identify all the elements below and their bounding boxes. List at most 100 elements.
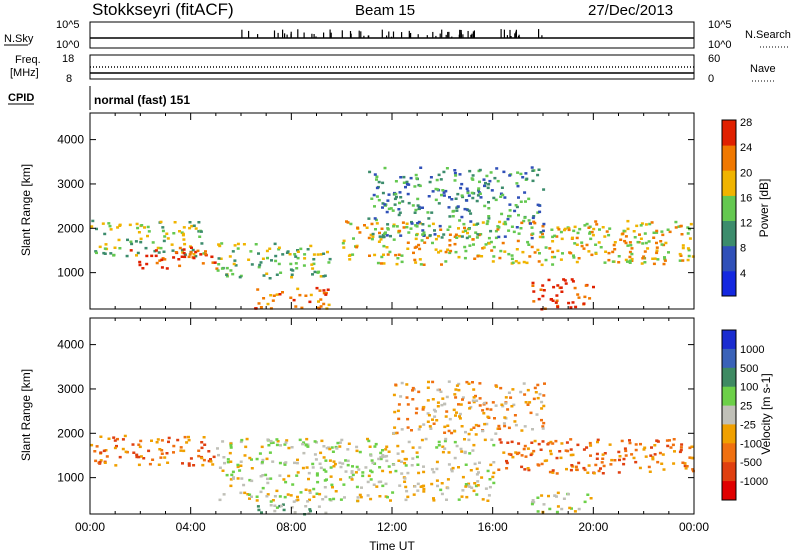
velocity-cell <box>339 498 343 501</box>
power-cell <box>178 230 181 233</box>
power-cell <box>588 230 592 234</box>
velocity-cell <box>489 463 493 467</box>
velocity-cell <box>322 445 326 448</box>
power-cell <box>190 224 194 228</box>
power-cell <box>375 222 379 225</box>
velocity-cell <box>112 436 116 439</box>
velocity-cell <box>467 382 471 385</box>
velocity-cell <box>422 487 426 491</box>
power-cell <box>567 301 571 305</box>
velocity-cell <box>596 438 600 442</box>
power-cell <box>437 202 441 205</box>
x-tick-label: 04:00 <box>176 520 206 534</box>
velocity-cell <box>493 417 496 420</box>
velocity-cell <box>443 402 447 406</box>
velocity-cell <box>385 459 389 463</box>
velocity-cell <box>474 484 478 488</box>
power-cell <box>476 194 480 197</box>
velocity-cell <box>336 441 340 445</box>
velocity-cell <box>463 438 466 441</box>
velocity-cell <box>113 446 117 450</box>
power-cell <box>406 192 410 196</box>
power-cell <box>455 209 459 212</box>
power-cell <box>532 215 536 218</box>
velocity-cell <box>306 500 310 503</box>
velocity-cell <box>504 402 508 405</box>
velocity-cell <box>384 482 388 486</box>
velocity-cell <box>494 404 498 407</box>
power-cell <box>542 289 546 292</box>
velocity-cell <box>355 449 359 453</box>
velocity-cell <box>535 413 539 416</box>
power-cell <box>381 235 385 239</box>
power-cell <box>520 221 524 225</box>
power-cell <box>553 234 557 238</box>
power-cell <box>199 253 203 256</box>
power-cell <box>628 259 632 262</box>
power-cell <box>563 279 567 282</box>
velocity-cell <box>104 449 108 452</box>
power-cell <box>448 239 452 242</box>
velocity-cell <box>394 383 398 386</box>
power-cell <box>501 193 505 197</box>
velocity-cell <box>385 454 389 458</box>
velocity-cell <box>375 485 379 488</box>
power-cell <box>117 238 121 242</box>
power-cell <box>588 297 592 300</box>
velocity-cell <box>524 455 528 458</box>
velocity-cell <box>470 486 474 489</box>
velocity-cell <box>200 441 204 444</box>
velocity-cell <box>503 424 507 428</box>
velocity-cell <box>529 411 533 415</box>
velocity-cell <box>411 446 415 449</box>
power-cell <box>261 257 265 260</box>
velocity-cell <box>473 462 477 466</box>
velocity-cell <box>509 396 513 399</box>
velocity-cell <box>445 498 448 501</box>
power-cell <box>507 252 511 256</box>
velocity-cell <box>461 489 465 492</box>
power-cell <box>624 258 628 262</box>
power-cell <box>503 235 507 238</box>
power-cell <box>674 226 678 229</box>
power-cell <box>655 246 659 249</box>
power-cell <box>422 231 426 234</box>
velocity-cell <box>322 456 326 459</box>
power-cell <box>299 247 303 251</box>
power-cell <box>129 240 133 243</box>
power-colorbar-tick: 8 <box>740 243 746 255</box>
power-cell <box>281 253 285 256</box>
velocity-cell <box>404 498 408 502</box>
velocity-cell <box>329 475 333 478</box>
power-cell <box>482 178 486 181</box>
power-cell <box>476 255 480 258</box>
velocity-cell <box>644 455 648 458</box>
velocity-cell <box>472 489 476 493</box>
power-cell <box>183 253 187 256</box>
power-cell <box>414 208 418 212</box>
velocity-cell <box>547 494 550 498</box>
velocity-cell <box>416 489 420 492</box>
power-cell <box>413 185 417 188</box>
power-cell <box>640 262 644 265</box>
velocity-cell <box>287 474 291 478</box>
power-cell <box>536 203 540 207</box>
power-cell <box>389 234 392 238</box>
freq-tick-bottom: 8 <box>66 73 72 85</box>
power-cell <box>608 227 612 230</box>
power-cell <box>405 183 409 186</box>
power-cell <box>435 178 439 182</box>
velocity-cell <box>541 427 545 430</box>
velocity-cell <box>683 464 687 468</box>
power-cell <box>130 242 134 246</box>
velocity-cell <box>662 468 666 471</box>
power-cell <box>144 246 148 250</box>
velocity-cell <box>443 439 447 443</box>
velocity-cell <box>387 450 391 453</box>
power-colorbar-segment <box>722 145 736 171</box>
velocity-cell <box>255 495 259 498</box>
power-cell <box>188 221 192 224</box>
velocity-cell <box>441 445 445 448</box>
velocity-cell <box>280 504 283 508</box>
velocity-cell <box>555 495 558 498</box>
